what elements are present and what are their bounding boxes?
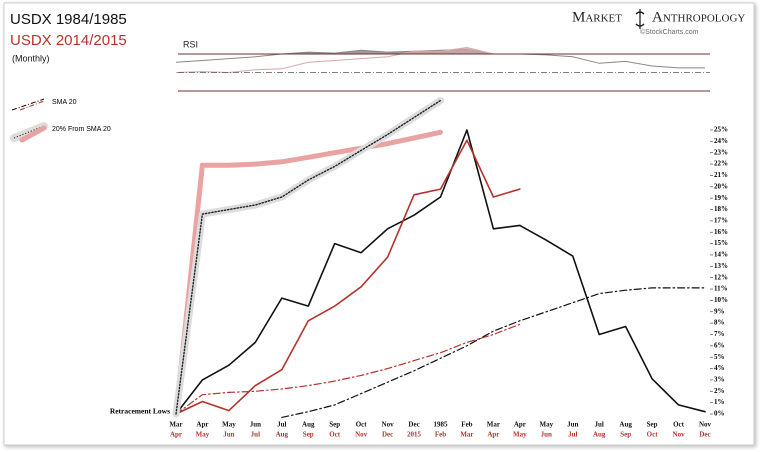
x-tick-label: Sep (647, 421, 658, 429)
x-tick-label: Mar (169, 421, 182, 429)
legend-icon (13, 125, 45, 139)
rsi-line (175, 46, 520, 74)
y-tick-label: 8% (714, 319, 725, 327)
x-tick-label: Sep (329, 421, 340, 429)
rsi-fill (176, 47, 520, 54)
y-tick-label: 4% (714, 364, 725, 372)
rsi-title: RSI (183, 39, 198, 49)
legend-label: SMA 20 (52, 99, 77, 106)
y-tick-label: 17% (714, 216, 728, 224)
y-tick-label: 2% (714, 387, 725, 395)
logo-right: Anthropology (652, 9, 745, 25)
x-tick-label: Jul (595, 421, 604, 429)
y-tick-label: 19% (714, 194, 728, 202)
y-tick-label: 22% (714, 160, 728, 168)
x-tick-label: Sep (303, 431, 314, 439)
x-tick-label: Apr (487, 431, 499, 439)
x-tick-label: Jun (541, 431, 552, 439)
title-2015: USDX 2014/2015 (10, 32, 127, 49)
y-tick-label: 20% (714, 182, 728, 190)
x-tick-label: Oct (329, 431, 341, 439)
x-tick-label: Jun (567, 421, 578, 429)
title-1984: USDX 1984/1985 (10, 11, 127, 28)
x-tick-label: Apr (170, 431, 182, 439)
y-tick-label: 13% (714, 262, 728, 270)
x-tick-label: Feb (461, 421, 472, 429)
logo-sub: ©StockCharts.com (640, 28, 699, 36)
subtitle: (Monthly) (12, 53, 50, 63)
y-tick-label: 10% (714, 296, 728, 304)
x-tick-label: Jul (251, 431, 260, 439)
x-tick-label: Oct (647, 431, 659, 439)
legend-icon (19, 125, 47, 143)
x-tick-label: Dec (382, 431, 393, 439)
line (173, 129, 443, 417)
x-tick-label: 2015 (407, 431, 422, 439)
x-tick-label: Mar (487, 421, 500, 429)
x-tick-label: Jun (223, 431, 234, 439)
x-tick-label: Nov (673, 431, 686, 439)
x-tick-label: Jul (568, 431, 577, 439)
x-tick-label: Mar (460, 431, 473, 439)
annotation: Retracement Lows (110, 407, 170, 416)
x-tick-label: Dec (408, 421, 419, 429)
x-tick-label: Sep (620, 431, 631, 439)
x-tick-label: Aug (593, 431, 606, 439)
x-tick-label: Jul (277, 421, 286, 429)
x-tick-label: Jun (250, 421, 261, 429)
y-tick-label: 18% (714, 205, 728, 213)
x-tick-label: Apr (514, 421, 526, 429)
x-tick-label: May (222, 421, 236, 429)
y-tick-label: 14% (714, 251, 728, 259)
x-tick-label: May (539, 421, 553, 429)
x-tick-label: 1985 (434, 421, 449, 429)
y-tick-label: 16% (714, 228, 728, 236)
y-tick-label: 12% (714, 273, 728, 281)
rsi-line (175, 48, 705, 69)
x-tick-label: Apr (196, 421, 208, 429)
y-tick-label: 11% (714, 285, 728, 293)
x-tick-label: Oct (673, 421, 685, 429)
y-tick-label: 6% (714, 341, 725, 349)
legend-label: 20% From SMA 20 (52, 126, 111, 133)
line (175, 323, 521, 415)
y-tick-label: 15% (714, 239, 728, 247)
x-tick-label: Dec (699, 431, 710, 439)
x-tick-label: Feb (435, 431, 446, 439)
line (175, 129, 706, 415)
y-tick-label: 25% (714, 126, 728, 134)
x-tick-label: May (513, 431, 527, 439)
x-tick-label: Nov (382, 421, 395, 429)
x-tick-label: Nov (699, 421, 712, 429)
y-tick-label: 9% (714, 307, 725, 315)
line (175, 139, 521, 415)
x-tick-label: Aug (619, 421, 632, 429)
y-tick-label: 24% (714, 137, 728, 145)
x-tick-label: Aug (302, 421, 315, 429)
y-tick-label: 1% (714, 398, 725, 406)
logo-icon (635, 9, 645, 29)
y-tick-label: 0% (714, 410, 725, 418)
legend-icon (19, 100, 45, 111)
y-tick-label: 5% (714, 353, 725, 361)
line (175, 99, 442, 415)
x-tick-label: Nov (355, 431, 368, 439)
x-tick-label: May (196, 431, 210, 439)
logo-left: Market (572, 9, 622, 25)
x-tick-label: Aug (276, 431, 289, 439)
y-tick-label: 23% (714, 148, 728, 156)
y-tick-label: 21% (714, 171, 728, 179)
y-tick-label: 7% (714, 330, 725, 338)
x-tick-label: Oct (356, 421, 368, 429)
y-tick-label: 3% (714, 376, 725, 384)
line (281, 287, 706, 418)
frame (3, 2, 755, 446)
